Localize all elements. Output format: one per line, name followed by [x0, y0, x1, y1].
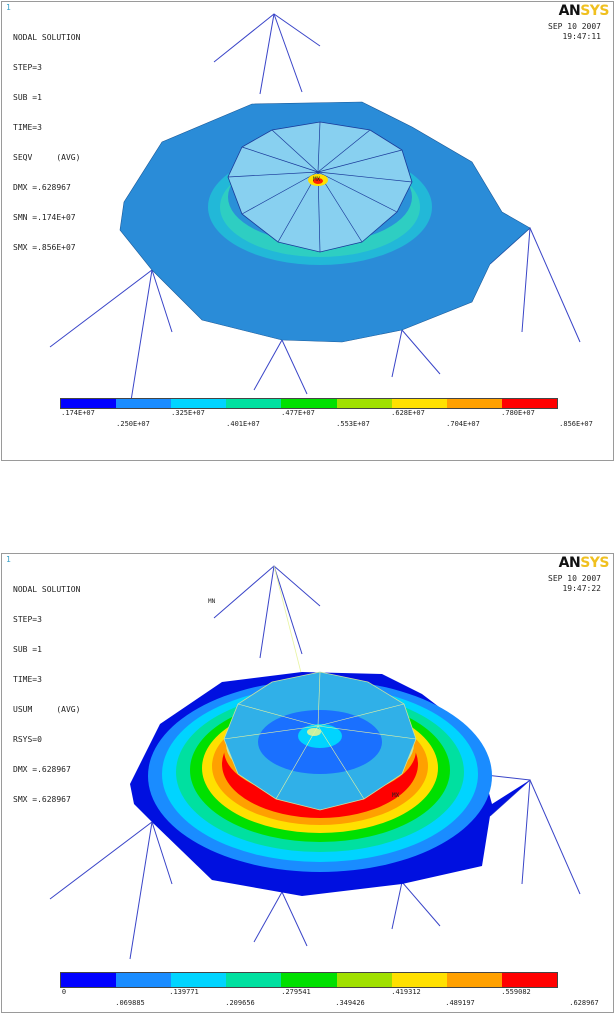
legend-label: .069885 [115, 999, 145, 1007]
info-line: SMX =.628967 [13, 795, 71, 804]
timestamp: SEP 10 2007 19:47:11 [548, 22, 601, 42]
info-line: USUM (AVG) [13, 705, 81, 714]
ansys-logo: ANSYS [558, 555, 610, 571]
membrane-model-displacement [49, 565, 581, 960]
stress-plot-panel: 1 NODAL SOLUTION STEP=3 SUB =1 TIME=3 SE… [1, 1, 614, 461]
legend-swatch [61, 973, 117, 987]
time-text: 19:47:11 [562, 32, 601, 41]
legend-swatch [446, 973, 502, 987]
legend-swatch [226, 973, 282, 987]
color-legend [60, 972, 558, 988]
legend-swatch [501, 399, 557, 408]
info-line: SMX =.856E+07 [13, 243, 76, 252]
legend-label: .349426 [335, 999, 365, 1007]
info-line: SUB =1 [13, 645, 42, 654]
timestamp: SEP 10 2007 19:47:22 [548, 574, 601, 594]
legend-label: .628E+07 [391, 409, 425, 417]
info-line: RSYS=0 [13, 735, 42, 744]
info-line: TIME=3 [13, 675, 42, 684]
legend-label: .477E+07 [281, 409, 315, 417]
legend-swatch [501, 973, 557, 987]
membrane-model-stress [49, 13, 581, 408]
legend-swatch [171, 973, 227, 987]
legend-swatch [281, 973, 337, 987]
legend-swatch [61, 399, 117, 408]
info-line: NODAL SOLUTION [13, 33, 81, 42]
legend-label: .279541 [281, 988, 311, 996]
legend-swatch [226, 399, 282, 408]
legend-label: .553E+07 [336, 420, 370, 428]
max-marker: MX [313, 176, 321, 183]
legend-swatch [446, 399, 502, 408]
info-line: SEQV (AVG) [13, 153, 81, 162]
window-number: 1 [6, 3, 11, 12]
legend-swatch [336, 399, 392, 408]
legend-label: .628967 [569, 999, 599, 1007]
solution-info: NODAL SOLUTION STEP=3 SUB =1 TIME=3 SEQV… [13, 13, 80, 273]
legend-swatch [391, 399, 447, 408]
legend-label: .780E+07 [501, 409, 535, 417]
legend-label: .419312 [391, 988, 421, 996]
legend-swatch [116, 973, 172, 987]
legend-label: .139771 [169, 988, 199, 996]
legend-label: .325E+07 [171, 409, 205, 417]
legend-swatch [281, 399, 337, 408]
info-line: DMX =.628967 [13, 183, 71, 192]
min-marker: MN [208, 598, 216, 605]
legend-swatch [116, 399, 172, 408]
legend-swatch [171, 399, 227, 408]
solution-info: NODAL SOLUTION STEP=3 SUB =1 TIME=3 USUM… [13, 565, 80, 825]
legend-label: 0 [61, 988, 67, 996]
info-line: SUB =1 [13, 93, 42, 102]
legend-label: .174E+07 [61, 409, 95, 417]
info-line: NODAL SOLUTION [13, 585, 81, 594]
legend-swatch [336, 973, 392, 987]
info-line: DMX =.628967 [13, 765, 71, 774]
legend-label: .704E+07 [446, 420, 480, 428]
legend-label: .856E+07 [559, 420, 593, 428]
window-number: 1 [6, 555, 11, 564]
date-text: SEP 10 2007 [548, 22, 601, 31]
legend-label: .209656 [225, 999, 255, 1007]
max-marker: MX [392, 792, 400, 799]
info-line: SMN =.174E+07 [13, 213, 76, 222]
legend-swatch [391, 973, 447, 987]
info-line: STEP=3 [13, 63, 42, 72]
info-line: TIME=3 [13, 123, 42, 132]
legend-label: .559082 [501, 988, 531, 996]
ansys-logo: ANSYS [558, 3, 610, 19]
time-text: 19:47:22 [562, 584, 601, 593]
legend-label: .489197 [445, 999, 475, 1007]
legend-label: .250E+07 [116, 420, 150, 428]
info-line: STEP=3 [13, 615, 42, 624]
color-legend [60, 398, 558, 409]
legend-label: .401E+07 [226, 420, 260, 428]
displacement-plot-panel: 1 NODAL SOLUTION STEP=3 SUB =1 TIME=3 US… [1, 553, 614, 1013]
date-text: SEP 10 2007 [548, 574, 601, 583]
